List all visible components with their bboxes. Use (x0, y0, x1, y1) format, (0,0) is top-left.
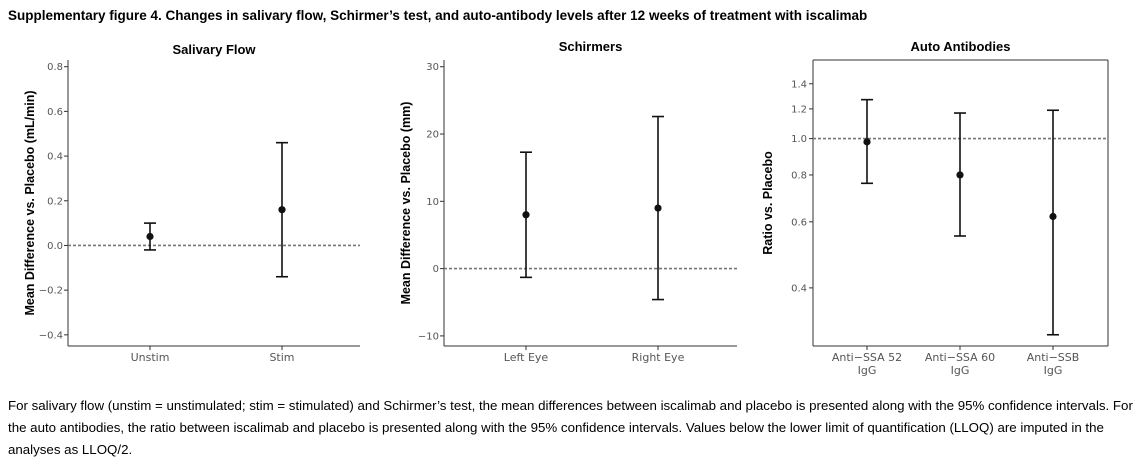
x-tick-label: Right Eye (632, 351, 685, 364)
data-point (956, 171, 964, 179)
x-tick-label: Left Eye (504, 351, 549, 364)
data-point (1049, 212, 1057, 221)
data-point (522, 211, 530, 219)
chart-panel-schirmers: Schirmers Mean Difference vs. Placebo (mm… (399, 39, 737, 364)
x-tick-label: Stim (269, 351, 294, 364)
panel-title: Auto Antibodies (911, 39, 1011, 54)
y-axis-label: Mean Difference vs. Placebo (mL/min) (23, 90, 37, 315)
data-point (278, 206, 286, 214)
panel-title: Salivary Flow (172, 42, 256, 57)
y-tick-label: −0.4 (39, 330, 63, 341)
y-tick-label: 0.0 (47, 241, 63, 252)
y-tick-label: 1.4 (791, 79, 807, 90)
x-tick-label: Anti−SSA 52 (832, 351, 902, 364)
x-tick-label: IgG (951, 364, 970, 377)
y-tick-label: 1.2 (791, 104, 807, 115)
x-tick-label: Unstim (131, 351, 170, 364)
chart-panel-auto-antibodies: Auto Antibodies Ratio vs. Placebo 0.4 0.6 0.… (761, 39, 1109, 377)
y-tick-label: 0.8 (791, 170, 807, 181)
y-tick-label: 0.2 (47, 196, 63, 207)
data-point (863, 138, 871, 146)
y-tick-label: 0.8 (47, 62, 63, 73)
panel-title: Schirmers (559, 39, 623, 54)
y-tick-label: 20 (426, 130, 439, 141)
y-tick-label: 10 (426, 197, 439, 208)
y-tick-label: 0 (433, 264, 439, 275)
figure-charts: Salivary Flow Mean Difference vs. Placebo… (23, 39, 1109, 377)
y-tick-label: 0.4 (47, 152, 63, 163)
figure-caption: For salivary flow (unstim = unstimulated… (8, 398, 1133, 457)
x-tick-label: IgG (858, 364, 877, 377)
x-tick-label: Anti−SSB (1027, 351, 1080, 364)
y-tick-label: −0.2 (39, 286, 63, 297)
y-tick-label: −10 (418, 331, 439, 342)
y-tick-label: 0.4 (791, 283, 807, 294)
y-tick-label: 0.6 (791, 217, 807, 228)
x-tick-label: Anti−SSA 60 (925, 351, 995, 364)
chart-panel-salivary-flow: Salivary Flow Mean Difference vs. Placebo… (23, 42, 360, 364)
figure-title: Supplementary figure 4. Changes in saliv… (8, 8, 868, 23)
y-tick-label: 30 (426, 62, 439, 73)
data-point (654, 204, 662, 212)
data-point (146, 232, 154, 241)
y-axis-label: Ratio vs. Placebo (761, 151, 775, 255)
y-tick-label: 1.0 (791, 134, 807, 145)
y-tick-label: 0.6 (47, 107, 63, 118)
y-axis-label: Mean Difference vs. Placebo (mm) (399, 102, 413, 305)
x-tick-label: IgG (1044, 364, 1063, 377)
